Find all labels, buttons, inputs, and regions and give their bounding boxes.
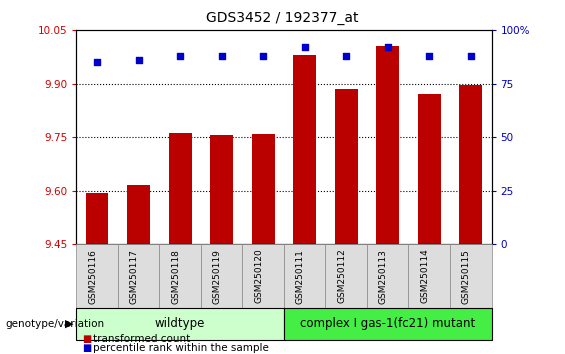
Bar <box>376 46 399 244</box>
Text: GSM250117: GSM250117 <box>129 249 138 304</box>
Text: GDS3452 / 192377_at: GDS3452 / 192377_at <box>206 11 359 25</box>
Text: GSM250116: GSM250116 <box>88 249 97 304</box>
Point <box>93 59 102 65</box>
Bar <box>210 135 233 244</box>
Bar <box>418 95 441 244</box>
Point <box>176 53 185 59</box>
Text: ▶: ▶ <box>65 319 73 329</box>
Point <box>383 44 392 50</box>
Text: wildtype: wildtype <box>155 318 205 330</box>
Point <box>342 53 351 59</box>
Bar <box>252 133 275 244</box>
Text: GSM250120: GSM250120 <box>254 249 263 303</box>
Bar <box>293 55 316 244</box>
Point <box>466 53 475 59</box>
Bar <box>335 89 358 244</box>
Bar <box>86 193 108 244</box>
Text: complex I gas-1(fc21) mutant: complex I gas-1(fc21) mutant <box>300 318 475 330</box>
Text: GSM250113: GSM250113 <box>379 249 388 304</box>
Text: genotype/variation: genotype/variation <box>6 319 105 329</box>
Text: GSM250114: GSM250114 <box>420 249 429 303</box>
Bar <box>127 185 150 244</box>
Bar <box>169 133 192 244</box>
Point <box>425 53 434 59</box>
Point <box>134 57 143 63</box>
Text: GSM250111: GSM250111 <box>295 249 305 304</box>
Bar <box>459 85 482 244</box>
Text: GSM250112: GSM250112 <box>337 249 346 303</box>
Text: ■: ■ <box>82 343 91 353</box>
Point <box>259 53 268 59</box>
Point <box>217 53 226 59</box>
Text: transformed count: transformed count <box>93 334 190 344</box>
Point <box>300 44 309 50</box>
Text: GSM250115: GSM250115 <box>462 249 471 304</box>
Text: GSM250118: GSM250118 <box>171 249 180 304</box>
Text: percentile rank within the sample: percentile rank within the sample <box>93 343 269 353</box>
Text: GSM250119: GSM250119 <box>212 249 221 304</box>
Text: ■: ■ <box>82 334 91 344</box>
